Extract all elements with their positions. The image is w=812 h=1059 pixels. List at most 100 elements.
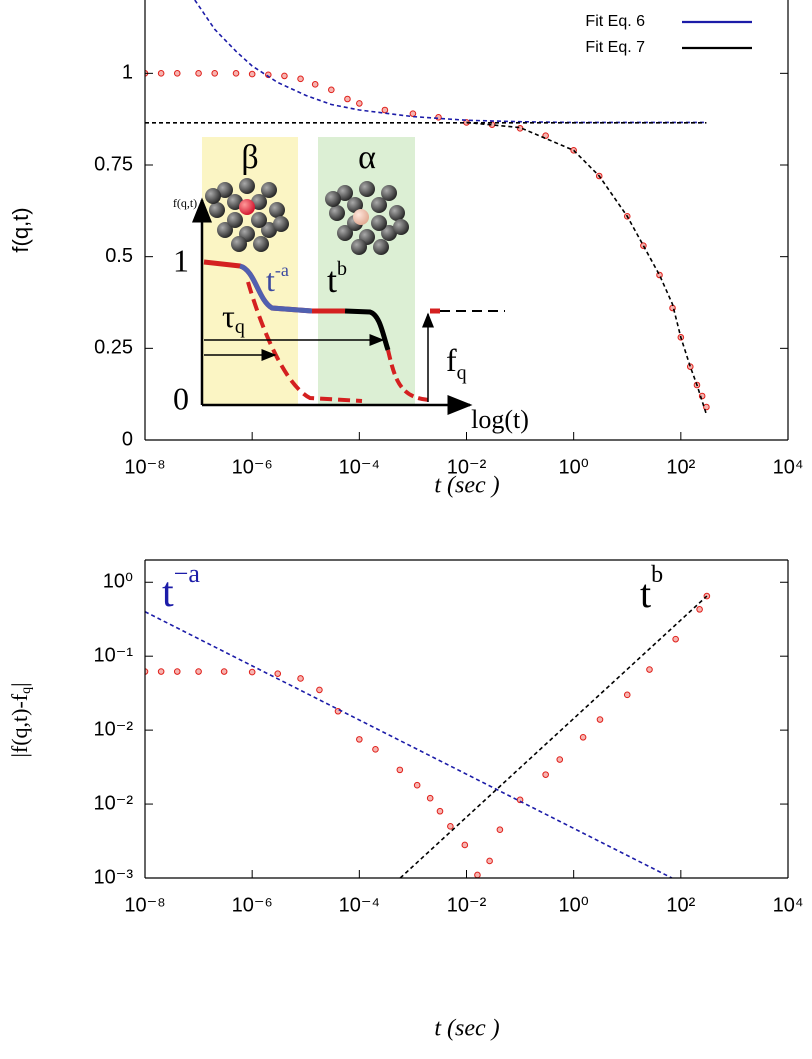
inset-label-sup: -a — [275, 260, 289, 280]
particle — [227, 194, 243, 210]
inset-curve — [238, 263, 313, 314]
inset: β α f(q,t) 1 0 t-a tb τq fq log(t) — [173, 137, 529, 434]
particle-cluster — [205, 178, 289, 252]
data-point — [372, 746, 379, 753]
plot-area — [145, 592, 711, 878]
data-point — [496, 826, 504, 834]
particle — [337, 185, 353, 201]
particle — [239, 178, 255, 194]
particle — [359, 181, 375, 197]
data-point — [436, 807, 444, 815]
data-point — [474, 871, 481, 878]
particle — [209, 202, 225, 218]
particle — [231, 236, 247, 252]
y-tick-label: 1 — [122, 62, 133, 84]
x-tick-label: 10⁻⁴ — [339, 456, 380, 478]
plot-area — [145, 0, 710, 415]
data-point — [461, 841, 469, 849]
data-point — [623, 691, 631, 699]
particle — [261, 182, 277, 198]
data-point — [356, 100, 363, 107]
x-tick-label: 10⁻⁸ — [124, 894, 165, 916]
data-point — [426, 794, 434, 802]
x-tick-label: 10⁴ — [773, 456, 804, 478]
inset-label: β — [241, 139, 258, 176]
inset-label-sub: q — [235, 316, 245, 338]
data-point — [145, 668, 149, 675]
annotation-sup: −a — [174, 559, 201, 588]
x-tick-label: 10⁰ — [559, 894, 589, 916]
data-point — [486, 857, 493, 865]
data-point — [248, 668, 256, 676]
particle — [371, 215, 387, 231]
inset-label-part: f — [446, 342, 457, 378]
inset-curve — [246, 281, 363, 403]
annotation-text: t — [640, 571, 651, 616]
particle — [337, 225, 353, 241]
data-point — [356, 736, 363, 743]
fit-line — [399, 595, 708, 878]
data-point — [232, 70, 240, 77]
y-tick-label: 10⁻¹ — [94, 644, 134, 666]
data-point — [328, 86, 335, 94]
particle — [329, 205, 345, 221]
y-axis-label-part: |f(q,t)-f — [7, 693, 32, 757]
particle — [227, 212, 243, 228]
inset-label-part: t — [266, 262, 275, 298]
x-tick-label: 10⁴ — [773, 894, 804, 916]
annotation-text: t — [162, 570, 174, 616]
data-point — [413, 781, 421, 789]
inset-label: α — [358, 139, 376, 176]
x-tick-label: 10⁻⁶ — [232, 894, 273, 916]
data-point — [195, 70, 202, 77]
legend-label: Fit Eq. 7 — [585, 39, 645, 56]
data-point — [281, 72, 288, 80]
y-tick-label: 0.25 — [94, 337, 133, 359]
particle — [251, 194, 267, 210]
inset-tick: 0 — [173, 380, 189, 416]
data-point — [556, 756, 564, 763]
inset-label-part: τ — [222, 298, 235, 334]
y-axis-label: f(q,t) — [8, 207, 33, 252]
x-tick-label: 10² — [666, 456, 695, 478]
data-point — [703, 403, 710, 411]
particle — [381, 225, 397, 241]
fit-line — [466, 121, 708, 415]
y-tick-label: 0.5 — [105, 245, 133, 267]
data-point — [274, 670, 282, 677]
x-tick-label: 10⁻⁶ — [232, 456, 273, 478]
data-point — [297, 75, 304, 83]
data-point — [672, 635, 679, 643]
x-tick-label: 10⁻² — [447, 894, 487, 916]
inset-label-part: t — [327, 260, 337, 300]
inset-y-label: f(q,t) — [173, 196, 197, 210]
data-point — [344, 95, 351, 103]
particle — [251, 212, 267, 228]
x-tick-label: 10⁻⁸ — [124, 456, 165, 478]
inset-label: tb — [327, 258, 347, 301]
annotation: tb — [640, 562, 663, 617]
particle — [373, 239, 389, 255]
x-tick-label: 10⁰ — [559, 456, 589, 478]
particle — [393, 219, 409, 235]
data-point — [173, 668, 181, 675]
inset-label-sub: q — [457, 362, 467, 384]
data-point — [409, 110, 417, 117]
x-tick-label: 10⁻² — [447, 456, 487, 478]
y-tick-label: 10⁻³ — [94, 866, 134, 888]
particle — [351, 239, 367, 255]
inset-label: t-a — [266, 260, 289, 298]
data-point — [248, 70, 256, 78]
legend-label: Fit Eq. 6 — [585, 13, 645, 30]
data-point — [696, 606, 703, 613]
y-tick-label: 10⁻² — [94, 792, 134, 814]
y-axis-label-sub: q — [19, 687, 34, 694]
particle — [239, 199, 255, 215]
inset-label: fq — [446, 342, 467, 383]
data-point — [195, 668, 202, 675]
inset-x-label: log(t) — [471, 405, 529, 434]
data-point — [381, 106, 389, 114]
data-point — [220, 668, 228, 675]
annotation-sup: b — [651, 562, 663, 588]
